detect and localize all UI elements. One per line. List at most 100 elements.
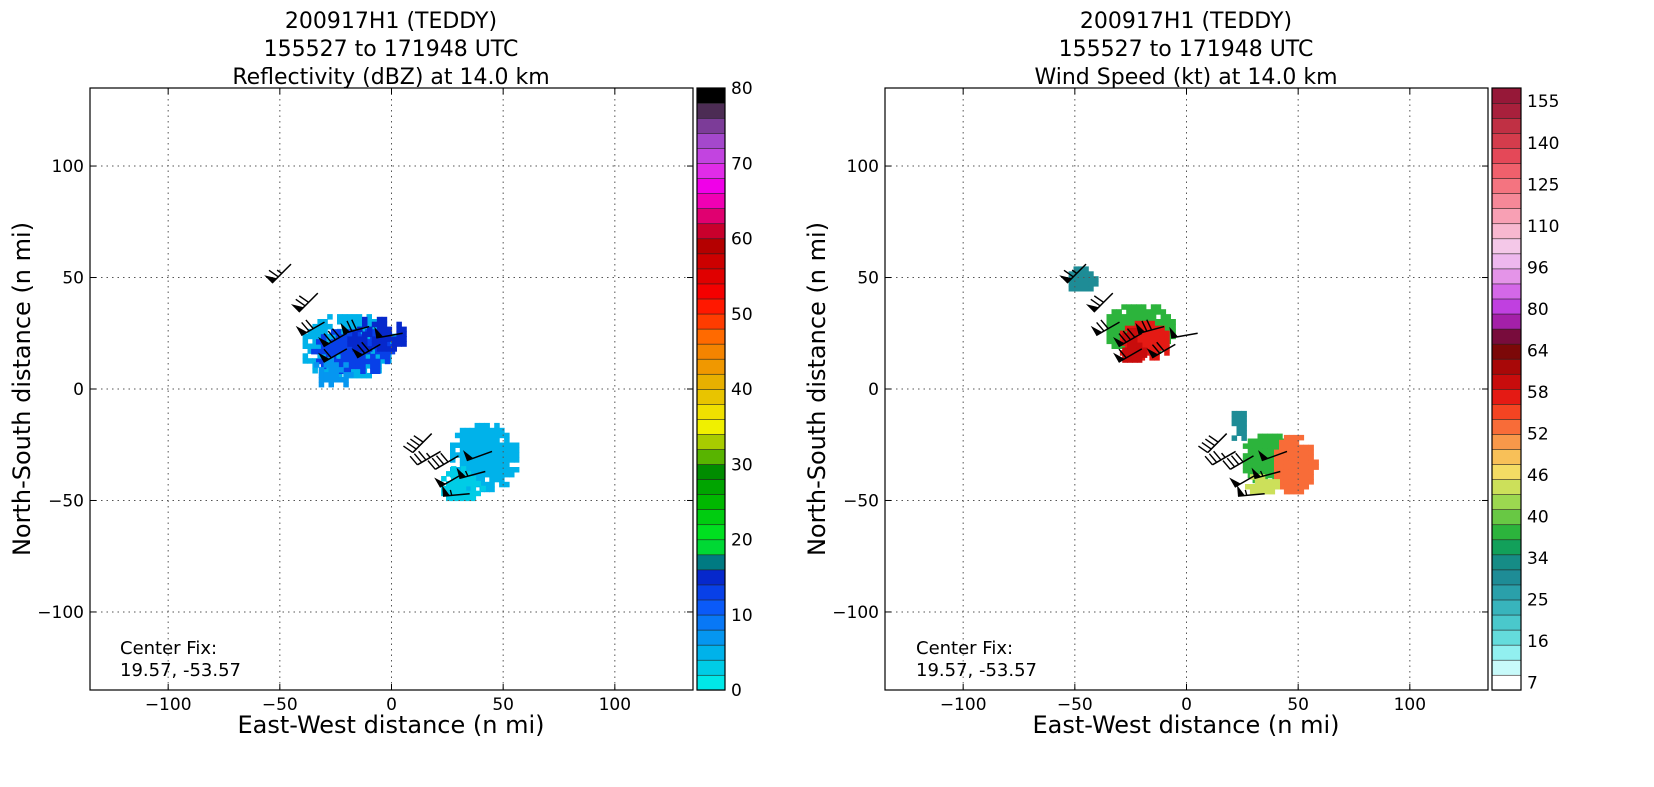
- reflectivity-field-cell: [340, 334, 347, 340]
- reflectivity-field-cell: [450, 442, 456, 448]
- reflectivity-field-cell: [504, 432, 510, 439]
- reflectivity-field-cell: [454, 442, 461, 448]
- reflectivity-wind-barb-feather: [418, 450, 427, 461]
- reflectivity-field-cell: [370, 329, 376, 335]
- wind-speed-field-cell: [1144, 320, 1150, 327]
- reflectivity-field-cell: [322, 368, 328, 374]
- wind-speed-field-cell: [1160, 309, 1167, 315]
- wind-speed-colorbar-label: 125: [1527, 175, 1559, 195]
- wind-speed-wind-barb-feather: [1118, 348, 1127, 359]
- reflectivity-field-cell: [441, 476, 447, 482]
- reflectivity-colorbar-segment: [696, 373, 726, 390]
- wind-speed-field-cell: [1267, 443, 1273, 449]
- reflectivity-field-cell: [450, 495, 457, 502]
- wind-speed-field-cell: [1132, 337, 1138, 344]
- reflectivity-field-cell: [469, 452, 476, 458]
- reflectivity-field-cell: [335, 358, 342, 365]
- wind-speed-field-cell: [1288, 434, 1295, 441]
- reflectivity-field-cell: [459, 447, 466, 453]
- reflectivity-colorbar-label: 20: [731, 531, 753, 551]
- wind-speed-wind-barb-feather: [1208, 435, 1219, 443]
- wind-speed-wind-barb: [1090, 319, 1120, 337]
- reflectivity-field-cell: [328, 372, 334, 378]
- wind-speed-wind-barb-flag: [1251, 467, 1262, 479]
- wind-speed-field-cell: [1303, 444, 1309, 451]
- reflectivity-colorbar-segment: [696, 584, 726, 601]
- reflectivity-field-cell: [509, 442, 515, 448]
- wind-speed-field-cell: [1274, 449, 1280, 456]
- wind-speed-field-cell: [1303, 469, 1309, 475]
- reflectivity-field-cell: [469, 427, 476, 434]
- wind-speed-field-cell: [1293, 449, 1300, 456]
- reflectivity-field-cell: [455, 495, 462, 502]
- wind-speed-field-cell: [1279, 484, 1285, 490]
- reflectivity-wind-barb-flag: [264, 275, 277, 284]
- wind-speed-field-cell: [1111, 343, 1117, 349]
- reflectivity-colorbar-label: 10: [731, 606, 753, 626]
- reflectivity-wind-barb: [462, 450, 493, 462]
- wind-speed-field-cell: [1149, 340, 1155, 346]
- reflectivity-field-cell: [376, 346, 383, 352]
- wind-speed-colorbar-label: 64: [1527, 341, 1549, 361]
- wind-speed-field-cell: [1088, 281, 1094, 287]
- reflectivity-field-cell: [489, 432, 495, 439]
- wind-speed-field-cell: [1257, 433, 1263, 440]
- reflectivity-wind-barb-half-feather: [464, 470, 469, 477]
- reflectivity-field-cell: [391, 336, 397, 342]
- wind-speed-field-cell: [1136, 352, 1143, 358]
- wind-speed-field-cell: [1088, 276, 1094, 282]
- wind-speed-field-cell: [1106, 319, 1112, 325]
- wind-speed-colorbar-segment: [1491, 403, 1522, 420]
- wind-speed-colorbar-label: 46: [1527, 466, 1549, 486]
- reflectivity-field-cell: [474, 476, 481, 483]
- wind-speed-field-cell: [1093, 281, 1099, 287]
- reflectivity-field-cell: [317, 343, 323, 349]
- wind-speed-field-cell: [1073, 266, 1079, 272]
- reflectivity-field-cell: [509, 457, 515, 463]
- wind-speed-wind-barb-feather: [1141, 320, 1148, 332]
- reflectivity-field-cell: [494, 437, 500, 444]
- reflectivity-field-cell: [454, 452, 461, 458]
- reflectivity-wind-barb-half-feather: [276, 269, 283, 274]
- wind-speed-field-cell: [1111, 314, 1117, 320]
- reflectivity-field-cell: [454, 432, 461, 439]
- reflectivity-x-tick-label: −100: [145, 695, 192, 715]
- wind-speed-field-cell: [1164, 335, 1170, 341]
- wind-speed-field-cell: [1159, 325, 1165, 332]
- reflectivity-field-cell: [343, 377, 349, 383]
- reflectivity-field-cell: [475, 480, 481, 487]
- wind-speed-field-cell: [1288, 459, 1295, 465]
- wind-speed-field-cell: [1303, 464, 1309, 470]
- reflectivity-field-cell: [504, 447, 510, 453]
- wind-speed-field-cell: [1126, 304, 1132, 310]
- wind-speed-field-cell: [1116, 309, 1122, 315]
- wind-speed-field-cell: [1279, 444, 1285, 451]
- reflectivity-wind-barb: [351, 341, 381, 359]
- reflectivity-field-cell: [352, 336, 358, 342]
- reflectivity-colorbar-label: 70: [731, 154, 753, 174]
- reflectivity-field-cell: [317, 323, 323, 330]
- wind-speed-field-cell: [1154, 335, 1160, 341]
- wind-speed-field-cell: [1283, 484, 1290, 490]
- reflectivity-field-cell: [337, 319, 343, 325]
- reflectivity-field-cell: [484, 437, 490, 444]
- wind-speed-colorbar-segment: [1491, 328, 1522, 345]
- reflectivity-field-cell: [459, 437, 466, 444]
- reflectivity-field-cell: [335, 334, 342, 340]
- reflectivity-field-cell: [346, 314, 353, 320]
- reflectivity-field-cell: [343, 372, 349, 378]
- reflectivity-field-cell: [318, 367, 325, 373]
- wind-speed-wind-barb-half-feather: [1259, 470, 1264, 477]
- wind-speed-colorbar-segment: [1491, 132, 1522, 149]
- reflectivity-wind-barb: [441, 485, 470, 497]
- wind-speed-colorbar-segment: [1491, 433, 1522, 450]
- wind-speed-field-cell: [1288, 439, 1295, 446]
- wind-speed-wind-barb-half-feather: [1071, 269, 1078, 274]
- wind-speed-field-cell: [1267, 463, 1273, 469]
- reflectivity-field-cell: [366, 314, 372, 320]
- reflectivity-field-cell: [509, 467, 515, 473]
- reflectivity-field-cell: [484, 481, 490, 488]
- wind-speed-field-cell: [1293, 469, 1300, 475]
- wind-speed-colorbar-label: 25: [1527, 590, 1549, 610]
- reflectivity-field-cell: [340, 339, 347, 345]
